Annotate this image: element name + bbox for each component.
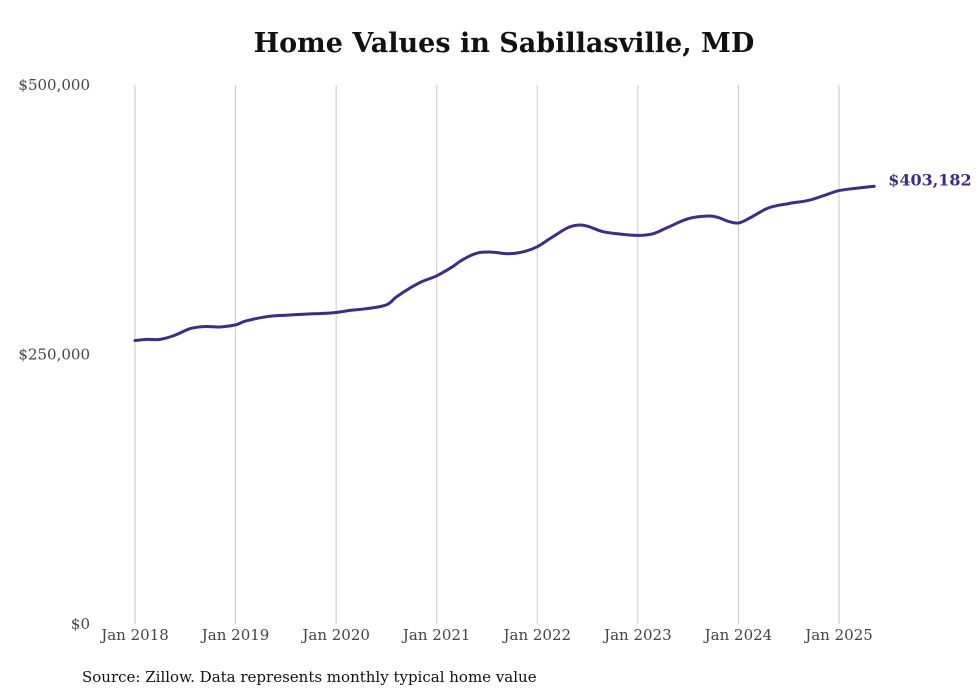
x-tick-label: Jan 2025 [803,626,873,644]
end-value-label: $403,182 [888,170,972,189]
y-tick-label: $250,000 [18,346,90,364]
source-note: Source: Zillow. Data represents monthly … [82,668,537,686]
y-axis-ticks: $0 $250,000 $500,000 [18,76,90,633]
x-tick-label: Jan 2020 [300,626,370,644]
chart-title: Home Values in Sabillasville, MD [253,28,755,59]
x-tick-label: Jan 2023 [602,626,672,644]
x-tick-label: Jan 2018 [99,626,169,644]
y-tick-label: $0 [71,615,90,633]
x-tick-label: Jan 2021 [401,626,471,644]
x-axis-ticks: Jan 2018 Jan 2019 Jan 2020 Jan 2021 Jan 2022… [99,626,873,644]
gridlines [134,85,840,624]
y-tick-label: $500,000 [18,76,90,94]
x-tick-label: Jan 2022 [502,626,572,644]
x-tick-label: Jan 2024 [703,626,773,644]
home-value-line [133,184,876,342]
x-tick-label: Jan 2019 [200,626,270,644]
